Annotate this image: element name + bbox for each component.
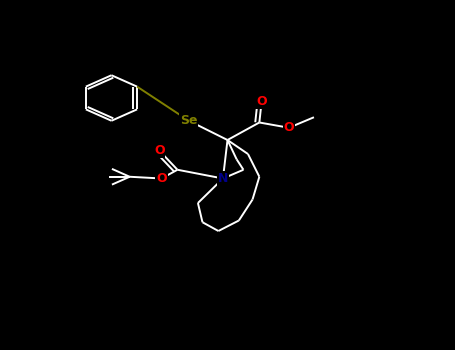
Text: O: O xyxy=(154,144,165,157)
Text: O: O xyxy=(156,172,167,185)
Text: N: N xyxy=(218,172,228,185)
Text: O: O xyxy=(283,121,294,134)
Text: Se: Se xyxy=(180,114,197,127)
Text: O: O xyxy=(256,95,267,108)
